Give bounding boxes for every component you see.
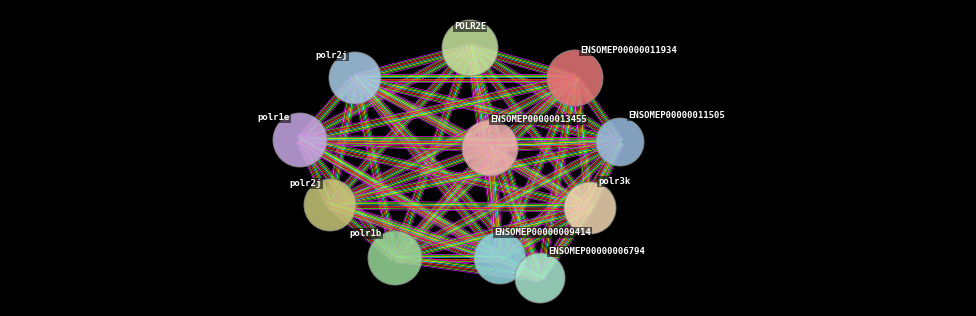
Circle shape [304, 179, 356, 231]
Circle shape [596, 118, 644, 166]
Text: polr1b: polr1b [349, 229, 382, 238]
Text: polr3k: polr3k [598, 177, 630, 186]
Circle shape [515, 253, 565, 303]
Circle shape [474, 232, 526, 284]
Text: ENSOMEP00000009414: ENSOMEP00000009414 [494, 228, 590, 237]
Text: ENSOMEP00000011934: ENSOMEP00000011934 [580, 46, 676, 55]
Circle shape [442, 20, 498, 76]
Text: ENSOMEP00000006794: ENSOMEP00000006794 [548, 247, 645, 256]
Text: polr2j: polr2j [316, 51, 348, 60]
Text: polr2j: polr2j [290, 179, 322, 188]
Text: polr1e: polr1e [258, 113, 290, 122]
Text: ENSOMEP00000011505: ENSOMEP00000011505 [628, 111, 725, 120]
Circle shape [547, 50, 603, 106]
Circle shape [462, 120, 518, 176]
Text: POLR2E: POLR2E [454, 22, 486, 31]
Circle shape [329, 52, 381, 104]
Circle shape [368, 231, 422, 285]
Circle shape [273, 113, 327, 167]
Text: ENSOMEP00000013455: ENSOMEP00000013455 [490, 115, 587, 124]
Circle shape [564, 182, 616, 234]
